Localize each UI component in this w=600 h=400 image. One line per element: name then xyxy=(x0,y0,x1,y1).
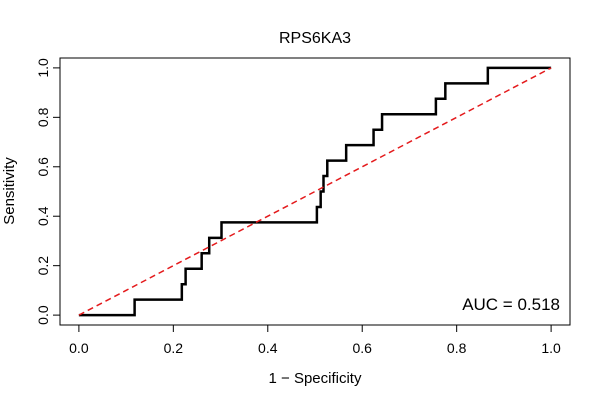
plot-frame xyxy=(59,57,571,326)
y-tick-label: 0.0 xyxy=(35,305,51,325)
y-axis: 0.0 0.2 0.4 0.6 0.8 1.0 xyxy=(35,58,60,325)
x-tick-label: 0.6 xyxy=(352,340,372,356)
series-layer xyxy=(78,66,552,317)
chart-title: RPS6KA3 xyxy=(279,30,351,47)
roc-curve-line xyxy=(78,66,552,317)
x-axis: 0.0 0.2 0.4 0.6 0.8 1.0 xyxy=(69,325,561,356)
y-tick-label: 1.0 xyxy=(35,58,51,78)
auc-annotation: AUC = 0.518 xyxy=(462,295,560,314)
y-tick-label: 0.6 xyxy=(35,157,51,177)
x-tick-label: 0.4 xyxy=(258,340,278,356)
x-axis-label: 1 − Specificity xyxy=(269,370,362,387)
x-tick-label: 0.0 xyxy=(69,340,89,356)
y-tick-label: 0.8 xyxy=(35,107,51,127)
x-tick-label: 0.2 xyxy=(164,340,184,356)
y-tick-label: 0.2 xyxy=(35,256,51,276)
y-tick-label: 0.4 xyxy=(35,206,51,226)
x-tick-label: 0.8 xyxy=(447,340,467,356)
x-tick-label: 1.0 xyxy=(541,340,561,356)
y-axis-label: Sensitivity xyxy=(1,157,18,225)
reference-diagonal-line xyxy=(78,67,552,316)
